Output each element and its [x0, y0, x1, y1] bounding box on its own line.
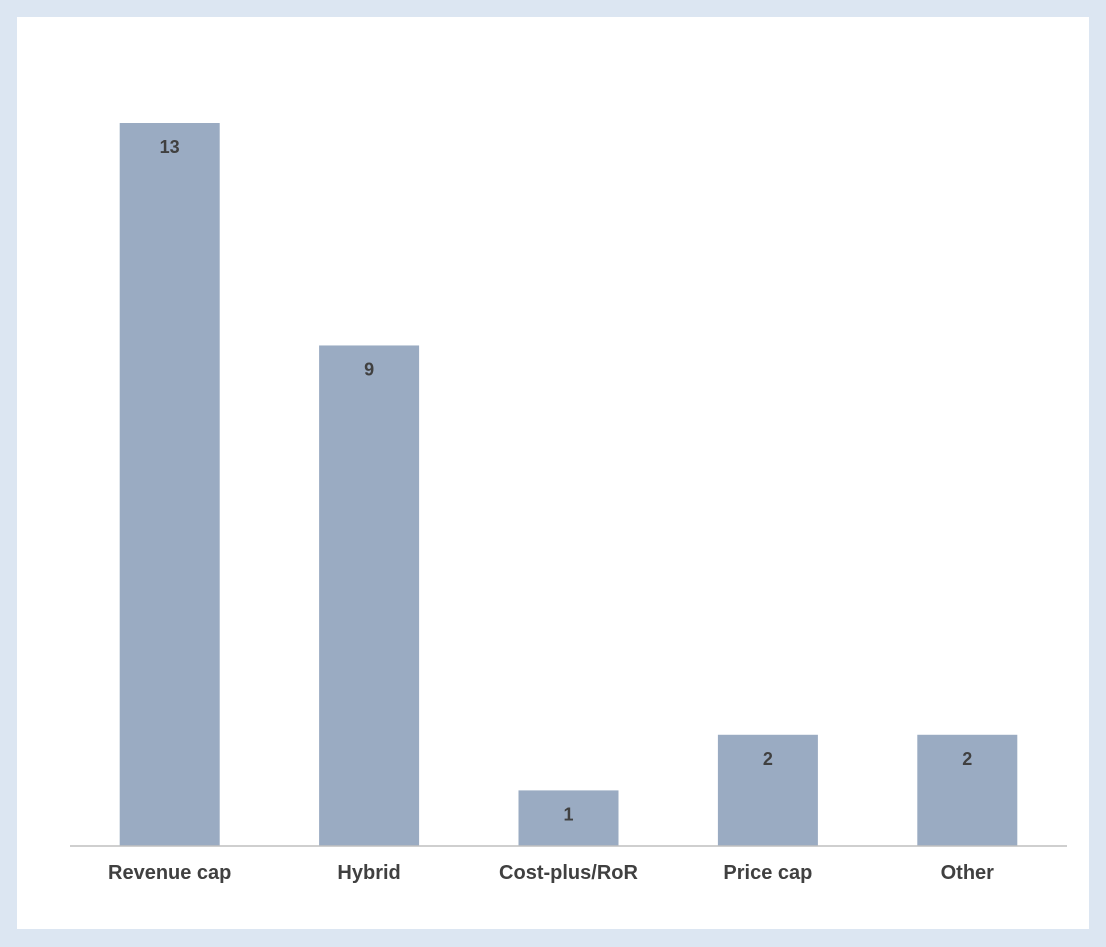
data-label-1: 9 [364, 359, 374, 379]
chart-panel: 13 9 1 2 2 Revenue cap Hybrid Cost-plus/RoR Pri… [17, 17, 1089, 929]
bar-chart: 13 9 1 2 2 Revenue cap Hybrid Cost-plus/RoR Pri… [17, 17, 1089, 929]
data-label-3: 2 [763, 749, 773, 769]
bar-0 [120, 123, 220, 846]
category-label-0: Revenue cap [108, 862, 231, 884]
category-label-4: Other [941, 862, 995, 884]
category-labels-group: Revenue cap Hybrid Cost-plus/RoR Price cap O… [108, 862, 994, 884]
category-label-2: Cost-plus/RoR [499, 862, 638, 884]
value-labels-group: 13 9 1 2 2 [160, 137, 973, 824]
bar-1 [319, 345, 419, 846]
data-label-2: 1 [563, 804, 573, 824]
category-label-3: Price cap [723, 862, 812, 884]
bars-group [120, 123, 1018, 846]
data-label-0: 13 [160, 137, 180, 157]
data-label-4: 2 [962, 749, 972, 769]
category-label-1: Hybrid [337, 862, 400, 884]
